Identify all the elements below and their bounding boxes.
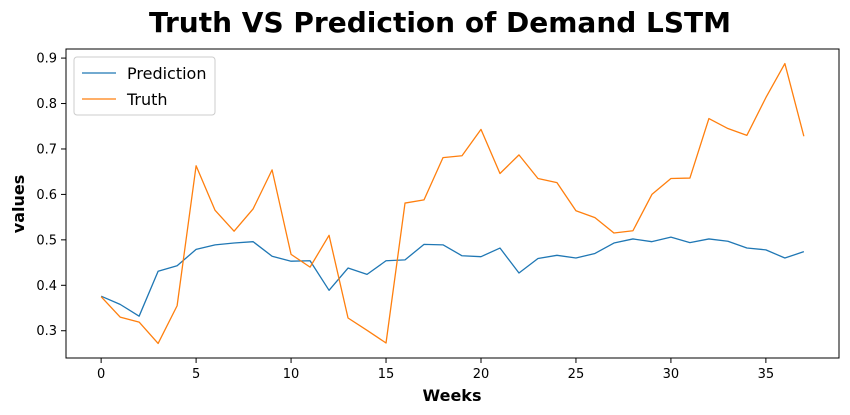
x-tick-label: 25 <box>568 367 585 382</box>
plot-frame <box>65 48 840 359</box>
chart-title: Truth VS Prediction of Demand LSTM <box>149 6 731 39</box>
legend-truth-label: Truth <box>126 90 168 109</box>
legend-box <box>73 56 216 116</box>
series-line-prediction <box>100 236 805 317</box>
x-tick-label: 5 <box>192 367 200 382</box>
x-tick-label: 30 <box>663 367 680 382</box>
y-tick-label: 0.5 <box>36 233 57 248</box>
series-layer <box>100 62 805 345</box>
y-axis: 0.3 0.4 0.5 0.6 0.7 0.8 0.9 <box>36 52 66 339</box>
y-axis-label: values <box>9 175 28 233</box>
x-tick-label: 35 <box>758 367 775 382</box>
y-tick-label: 0.7 <box>36 142 57 157</box>
y-tick-label: 0.4 <box>36 279 57 294</box>
y-tick-label: 0.8 <box>36 97 57 112</box>
series-line-truth <box>100 62 805 345</box>
legend: Prediction Truth <box>73 56 216 116</box>
x-axis: 0 5 10 15 20 25 30 35 <box>97 358 774 382</box>
x-tick-label: 10 <box>283 367 300 382</box>
y-tick-label: 0.6 <box>36 188 57 203</box>
y-tick-label: 0.9 <box>36 52 57 67</box>
x-tick-label: 20 <box>473 367 490 382</box>
legend-prediction-label: Prediction <box>127 64 206 83</box>
x-tick-label: 15 <box>378 367 395 382</box>
x-tick-label: 0 <box>97 367 105 382</box>
y-tick-label: 0.3 <box>36 324 57 339</box>
x-axis-label: Weeks <box>423 386 482 405</box>
